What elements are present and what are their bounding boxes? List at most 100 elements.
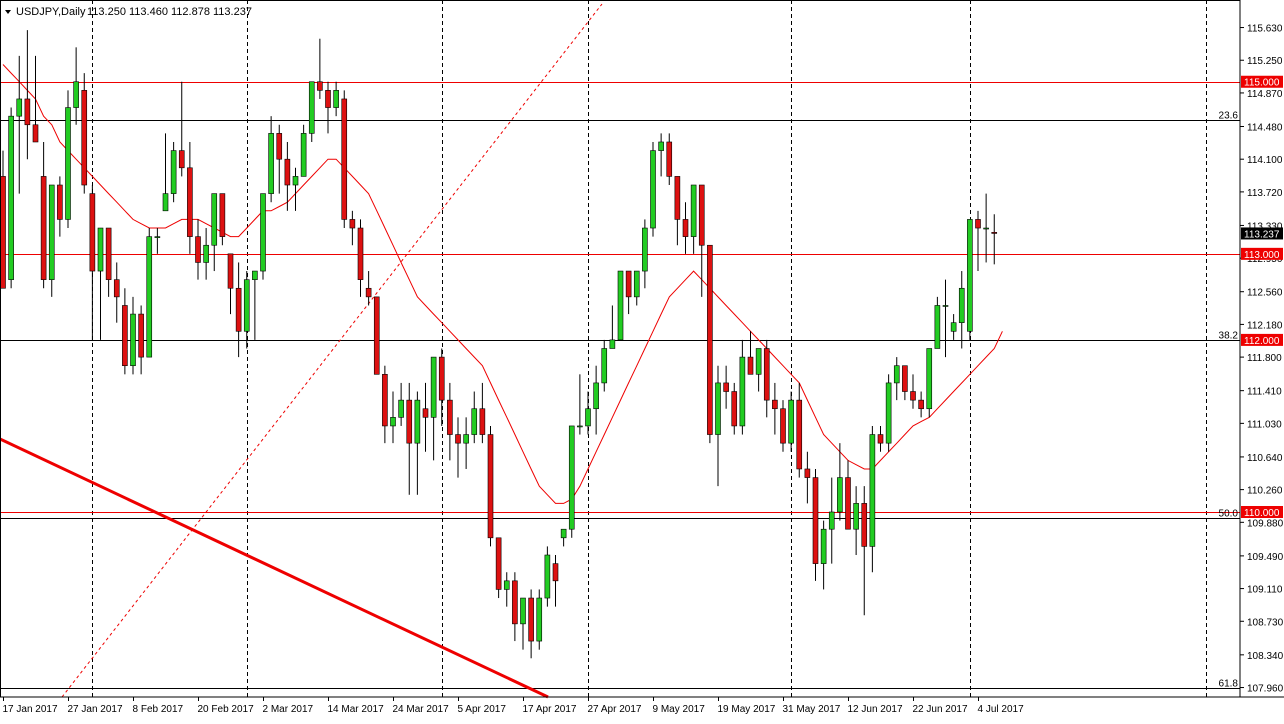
- candle-body-94: [763, 348, 770, 401]
- candle-114: [926, 348, 933, 418]
- candle-body-8: [65, 107, 71, 220]
- time-tick-label-10: 9 May 2017: [653, 704, 706, 715]
- candle-108: [877, 425, 884, 452]
- candle-body-108: [877, 434, 884, 444]
- candle-body-120: [975, 219, 981, 229]
- candle-body-37: [300, 133, 307, 177]
- candle-body-100: [812, 477, 819, 564]
- candle-body-78: [633, 270, 640, 298]
- price-tick-label-6: 113.330: [1247, 221, 1283, 232]
- candle-body-72: [585, 408, 591, 427]
- current-price-tag-label: 113.237: [1244, 229, 1280, 240]
- candle-body-97: [788, 399, 794, 444]
- candle-113: [918, 391, 924, 418]
- candle-23: [187, 141, 193, 254]
- price-tick-label-10: 111.800: [1247, 353, 1282, 364]
- candle-body-64: [520, 597, 526, 625]
- candle-64: [520, 597, 526, 650]
- candle-121: [983, 193, 989, 263]
- candle-body-46: [373, 296, 380, 375]
- dropdown-triangle-icon[interactable]: [5, 10, 11, 14]
- candle-body-91: [739, 356, 746, 427]
- candle-body-101: [820, 528, 827, 564]
- chart-header: USDJPY,Daily 113.250 113.460 112.878 113…: [5, 6, 252, 18]
- candle-24: [195, 219, 201, 280]
- candle-body-32: [260, 193, 266, 272]
- time-tick-label-6: 24 Mar 2017: [393, 704, 450, 715]
- candle-body-112: [910, 391, 916, 401]
- candle-body-59: [479, 408, 486, 435]
- candle-94: [763, 339, 770, 418]
- candle-body-55: [447, 399, 453, 435]
- candle-body-29: [235, 287, 242, 332]
- candle-70: [568, 425, 575, 538]
- candle-body-14: [113, 279, 120, 298]
- candle-47: [382, 365, 388, 444]
- price-tick-label-15: 109.880: [1247, 518, 1284, 529]
- candle-43: [349, 210, 356, 246]
- candle-body-44: [357, 227, 364, 280]
- candle-21: [170, 141, 177, 203]
- candle-116: [942, 279, 949, 358]
- level-tag-label-3: 110.000: [1244, 508, 1280, 519]
- candle-40: [325, 81, 331, 134]
- time-tick-label-8: 17 Apr 2017: [523, 704, 577, 715]
- candle-body-105: [853, 503, 859, 530]
- candle-body-11: [89, 193, 96, 272]
- candle-106: [861, 486, 868, 616]
- candle-120: [975, 210, 981, 272]
- candle-body-75: [609, 339, 616, 349]
- candle-35: [284, 141, 291, 211]
- candle-61: [495, 537, 502, 599]
- candle-39: [317, 38, 323, 99]
- candle-body-77: [625, 270, 632, 298]
- candle-71: [577, 374, 583, 435]
- candle-122: [991, 214, 998, 265]
- price-axis: 115.630 115.250 114.870 114.480 114.100 113.7…: [1240, 24, 1284, 695]
- candle-57: [463, 417, 469, 469]
- candle-body-68: [552, 563, 559, 582]
- level-price-tags: 115.000 113.000 112.000 110.000 113.237: [1241, 75, 1283, 519]
- candle-79: [642, 219, 648, 289]
- price-tick-label-11: 111.410: [1247, 387, 1282, 398]
- candle-body-65: [528, 597, 534, 642]
- candle-112: [910, 374, 916, 409]
- candle-body-60: [487, 434, 494, 539]
- candle-body-82: [666, 141, 673, 177]
- price-tick-label-20: 107.960: [1247, 684, 1284, 695]
- candle-96: [780, 400, 786, 452]
- candle-body-114: [926, 348, 933, 410]
- candle-body-30: [243, 279, 250, 332]
- price-tick-label-18: 108.730: [1247, 617, 1284, 628]
- candle-body-80: [650, 150, 656, 229]
- candle-13: [105, 227, 112, 297]
- candle-10: [81, 73, 88, 194]
- candle-body-40: [325, 90, 331, 108]
- candle-body-111: [902, 365, 908, 392]
- candle-body-28: [227, 253, 234, 289]
- candle-body-116: [942, 305, 949, 307]
- candle-body-106: [861, 503, 868, 547]
- candle-body-45: [365, 287, 372, 298]
- candle-body-50: [406, 399, 413, 444]
- candle-body-36: [292, 176, 299, 186]
- candle-119: [967, 219, 973, 340]
- candle-body-4: [32, 124, 39, 143]
- candle-93: [755, 348, 762, 392]
- price-tick-label-19: 108.340: [1247, 651, 1284, 662]
- time-axis: 17 Jan 2017 27 Jan 2017 8 Feb 2017 20 Feb 2…: [3, 697, 1024, 715]
- candle-body-83: [674, 176, 681, 220]
- candle-82: [666, 133, 673, 186]
- candle-body-119: [967, 219, 973, 332]
- candle-body-13: [105, 227, 112, 280]
- candle-51: [414, 391, 421, 495]
- candle-98: [796, 382, 803, 478]
- time-tick-label-4: 2 Mar 2017: [263, 704, 314, 715]
- descending-trendline: [0, 437, 549, 699]
- candle-97: [788, 391, 794, 452]
- candle-body-39: [317, 81, 323, 91]
- candle-body-89: [723, 382, 729, 392]
- candle-111: [902, 365, 908, 401]
